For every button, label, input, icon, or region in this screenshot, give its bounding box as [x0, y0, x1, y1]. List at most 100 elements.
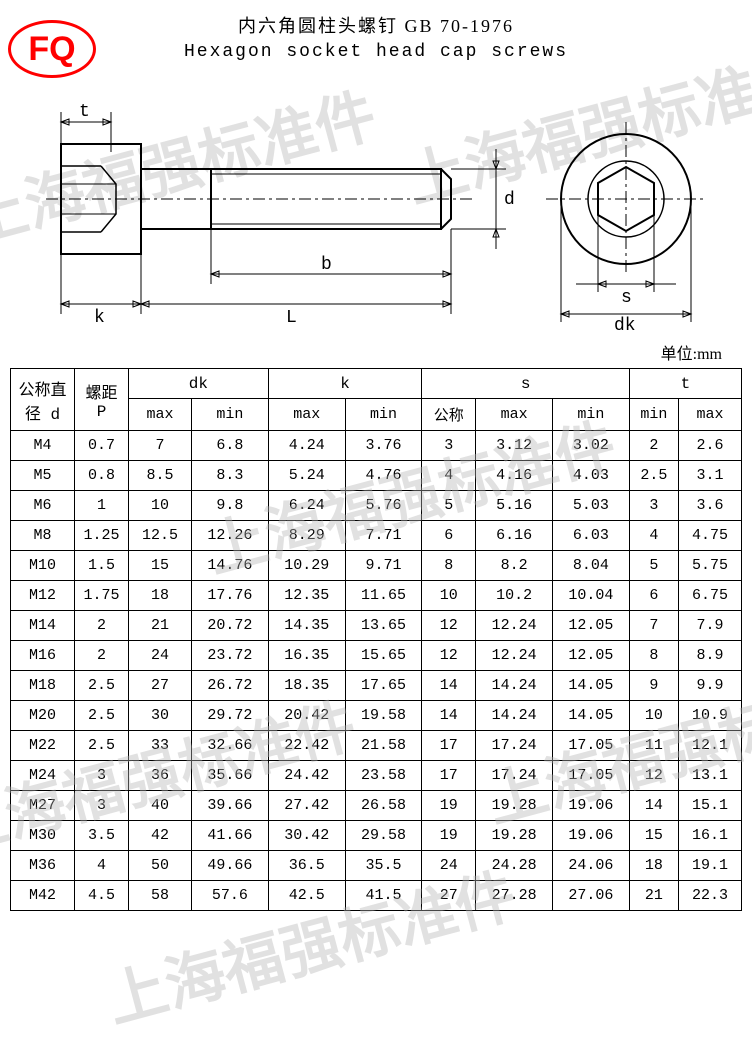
cell-s_max: 27.28	[476, 881, 553, 911]
cell-s_nom: 6	[422, 521, 476, 551]
cell-t_min: 11	[629, 731, 678, 761]
cell-t_max: 19.1	[678, 851, 741, 881]
cell-dk_max: 12.5	[129, 521, 192, 551]
table-row: M1622423.7216.3515.651212.2412.0588.9	[11, 641, 742, 671]
table-row: M81.2512.512.268.297.7166.166.0344.75	[11, 521, 742, 551]
cell-p: 2	[75, 641, 129, 671]
table-row: M121.751817.7612.3511.651010.210.0466.75	[11, 581, 742, 611]
cell-t_max: 6.75	[678, 581, 741, 611]
cell-d: M36	[11, 851, 75, 881]
cell-dk_max: 21	[129, 611, 192, 641]
cell-t_min: 12	[629, 761, 678, 791]
cell-t_min: 6	[629, 581, 678, 611]
cell-k_min: 35.5	[345, 851, 422, 881]
cell-s_min: 19.06	[553, 791, 630, 821]
cell-s_max: 14.24	[476, 671, 553, 701]
hdr-k-min: min	[345, 399, 422, 431]
cell-dk_max: 42	[129, 821, 192, 851]
cell-s_nom: 8	[422, 551, 476, 581]
cell-p: 2.5	[75, 731, 129, 761]
cell-dk_max: 7	[129, 431, 192, 461]
cell-t_max: 10.9	[678, 701, 741, 731]
cell-dk_max: 10	[129, 491, 192, 521]
cell-t_min: 8	[629, 641, 678, 671]
cell-t_min: 15	[629, 821, 678, 851]
cell-s_nom: 27	[422, 881, 476, 911]
table-row: M101.51514.7610.299.7188.28.0455.75	[11, 551, 742, 581]
cell-s_min: 14.05	[553, 701, 630, 731]
cell-s_max: 10.2	[476, 581, 553, 611]
cell-k_max: 16.35	[268, 641, 345, 671]
cell-d: M4	[11, 431, 75, 461]
cell-s_min: 17.05	[553, 761, 630, 791]
cell-dk_max: 18	[129, 581, 192, 611]
cell-t_max: 2.6	[678, 431, 741, 461]
table-row: M222.53332.6622.4221.581717.2417.051112.…	[11, 731, 742, 761]
cell-t_min: 9	[629, 671, 678, 701]
cell-t_max: 3.1	[678, 461, 741, 491]
cell-t_min: 2	[629, 431, 678, 461]
cell-d: M10	[11, 551, 75, 581]
cell-s_min: 6.03	[553, 521, 630, 551]
cell-t_max: 3.6	[678, 491, 741, 521]
cell-s_min: 5.03	[553, 491, 630, 521]
cell-s_min: 24.06	[553, 851, 630, 881]
table-row: M3645049.6636.535.52424.2824.061819.1	[11, 851, 742, 881]
cell-dk_min: 6.8	[191, 431, 268, 461]
cell-p: 1.25	[75, 521, 129, 551]
cell-s_nom: 4	[422, 461, 476, 491]
cell-dk_max: 50	[129, 851, 192, 881]
cell-dk_min: 39.66	[191, 791, 268, 821]
cell-p: 4	[75, 851, 129, 881]
cell-d: M6	[11, 491, 75, 521]
hdr-dk: dk	[129, 369, 269, 399]
cell-k_max: 6.24	[268, 491, 345, 521]
dim-dk: dk	[614, 316, 636, 334]
cell-s_max: 12.24	[476, 641, 553, 671]
cell-p: 2.5	[75, 701, 129, 731]
cell-k_max: 42.5	[268, 881, 345, 911]
table-row: M424.55857.642.541.52727.2827.062122.3	[11, 881, 742, 911]
cell-k_min: 7.71	[345, 521, 422, 551]
unit-label: 单位:mm	[0, 340, 752, 364]
cell-p: 3	[75, 791, 129, 821]
spec-table: 公称直径 d 螺距 P dk k s t max min max min 公称 …	[10, 368, 742, 911]
cell-k_min: 3.76	[345, 431, 422, 461]
cell-k_max: 10.29	[268, 551, 345, 581]
cell-k_min: 29.58	[345, 821, 422, 851]
cell-p: 3	[75, 761, 129, 791]
cell-s_min: 3.02	[553, 431, 630, 461]
cell-k_max: 12.35	[268, 581, 345, 611]
dim-L: L	[286, 308, 297, 328]
cell-dk_max: 24	[129, 641, 192, 671]
cell-s_min: 17.05	[553, 731, 630, 761]
cell-t_min: 3	[629, 491, 678, 521]
cell-s_max: 5.16	[476, 491, 553, 521]
cell-dk_min: 49.66	[191, 851, 268, 881]
cell-s_max: 4.16	[476, 461, 553, 491]
cell-dk_min: 20.72	[191, 611, 268, 641]
cell-k_min: 11.65	[345, 581, 422, 611]
hdr-k-max: max	[268, 399, 345, 431]
hdr-s-max: max	[476, 399, 553, 431]
hdr-t-min: min	[629, 399, 678, 431]
cell-k_min: 26.58	[345, 791, 422, 821]
cell-s_min: 27.06	[553, 881, 630, 911]
cell-dk_min: 17.76	[191, 581, 268, 611]
dim-k: k	[94, 308, 105, 328]
cell-d: M27	[11, 791, 75, 821]
cell-k_min: 13.65	[345, 611, 422, 641]
cell-k_min: 9.71	[345, 551, 422, 581]
hdr-s-min: min	[553, 399, 630, 431]
cell-s_min: 14.05	[553, 671, 630, 701]
fq-logo: FQ	[8, 20, 96, 78]
cell-k_min: 4.76	[345, 461, 422, 491]
cell-dk_max: 8.5	[129, 461, 192, 491]
cell-t_max: 15.1	[678, 791, 741, 821]
cell-dk_min: 26.72	[191, 671, 268, 701]
cell-k_max: 18.35	[268, 671, 345, 701]
cell-dk_max: 15	[129, 551, 192, 581]
cell-s_min: 12.05	[553, 611, 630, 641]
cell-t_max: 7.9	[678, 611, 741, 641]
cell-s_max: 17.24	[476, 731, 553, 761]
